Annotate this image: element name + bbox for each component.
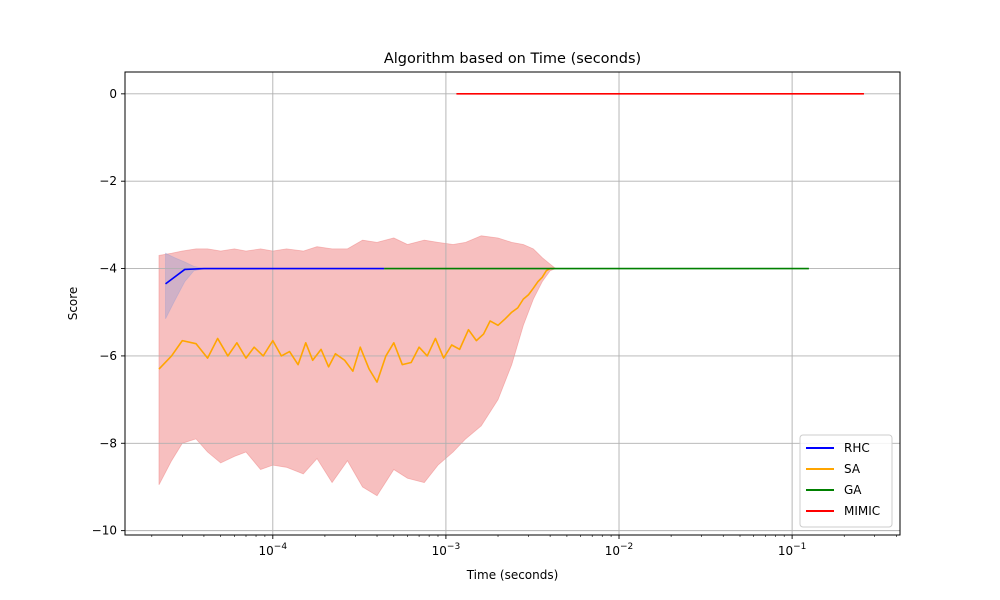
- y-tick-label: −6: [99, 349, 117, 363]
- y-tick-label: −2: [99, 174, 117, 188]
- y-tick-label: −8: [99, 436, 117, 450]
- x-tick-label: 10−3: [432, 542, 461, 558]
- confidence-band-1: [158, 235, 557, 497]
- legend: RHC SA GA MIMIC: [799, 434, 893, 528]
- legend-label-rhc: RHC: [844, 441, 870, 455]
- series-line-sa: [158, 267, 554, 383]
- series-line-rhc: [165, 267, 385, 285]
- y-axis-label: Score: [66, 287, 80, 321]
- legend-label-mimic: MIMIC: [844, 504, 880, 518]
- legend-label-ga: GA: [844, 483, 862, 497]
- x-tick-label: 10−2: [605, 542, 634, 558]
- y-axis: 0 −2 −4 −6 −8 −10: [92, 87, 125, 538]
- chart-title: Algorithm based on Time (seconds): [384, 51, 641, 67]
- confidence-bands: [158, 235, 557, 497]
- x-axis-label: Time (seconds): [466, 568, 559, 582]
- y-tick-label: −10: [92, 524, 117, 538]
- y-tick-label: −4: [99, 262, 117, 276]
- x-tick-label: 10−4: [259, 542, 288, 558]
- legend-box: [799, 434, 893, 528]
- y-tick-label: 0: [109, 87, 117, 101]
- legend-label-sa: SA: [844, 462, 861, 476]
- plot-frame: [124, 71, 901, 536]
- x-tick-label: 10−1: [778, 542, 807, 558]
- x-axis: 10−4 10−3 10−2 10−1: [151, 535, 897, 558]
- series-lines: [158, 93, 864, 383]
